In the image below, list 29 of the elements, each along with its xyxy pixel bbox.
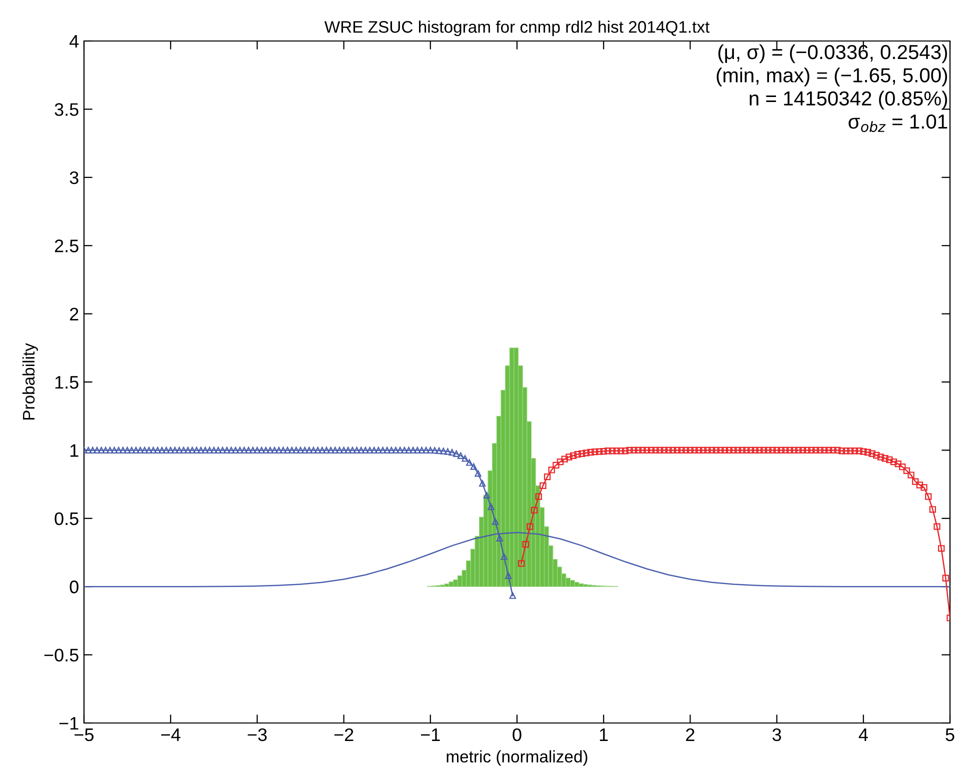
x-axis-title: metric (normalized) xyxy=(446,750,588,766)
x-tick-label: −1 xyxy=(421,728,440,741)
x-tick-label: 4 xyxy=(858,728,868,741)
y-tick-label: 0 xyxy=(70,580,78,594)
x-tick-label: 3 xyxy=(772,728,782,742)
x-tick-label: −3 xyxy=(248,728,267,742)
y-tick-label: 4 xyxy=(70,35,79,48)
x-tick-label: −2 xyxy=(334,728,354,741)
annotation: (min, max) = (−1.65, 5.00) xyxy=(716,68,948,86)
x-tick-label: −5 xyxy=(74,728,94,742)
annotation: (μ, σ) = (−0.0336, 0.2543) xyxy=(718,44,948,64)
y-tick-label: 3.5 xyxy=(54,103,78,116)
annotation: σ$_{obz}$ = 1.01 xyxy=(848,114,948,132)
x-tick-label: 0 xyxy=(512,728,522,742)
y-tick-label: 2 xyxy=(70,308,78,320)
y-tick-label: 3 xyxy=(70,171,78,184)
y-tick-label: −1 xyxy=(59,717,78,730)
chart-title: WRE ZSUC histogram for cnmp rdl2 hist 2014Q1.txt xyxy=(324,20,710,36)
x-tick-label: 2 xyxy=(686,728,694,741)
y-tick-label: 1 xyxy=(70,444,78,457)
y-tick-label: 0.5 xyxy=(54,512,78,526)
x-tick-label: −4 xyxy=(161,728,180,741)
x-tick-label: 5 xyxy=(946,728,954,742)
annotation: n = 14150342 (0.85%) xyxy=(750,90,948,110)
y-tick-label: 2.5 xyxy=(54,240,78,252)
x-tick-label: 1 xyxy=(600,728,608,741)
y-tick-label: −0.5 xyxy=(44,648,78,662)
y-tick-label: 1.5 xyxy=(55,376,78,389)
y-axis-title: Probability xyxy=(22,343,38,420)
